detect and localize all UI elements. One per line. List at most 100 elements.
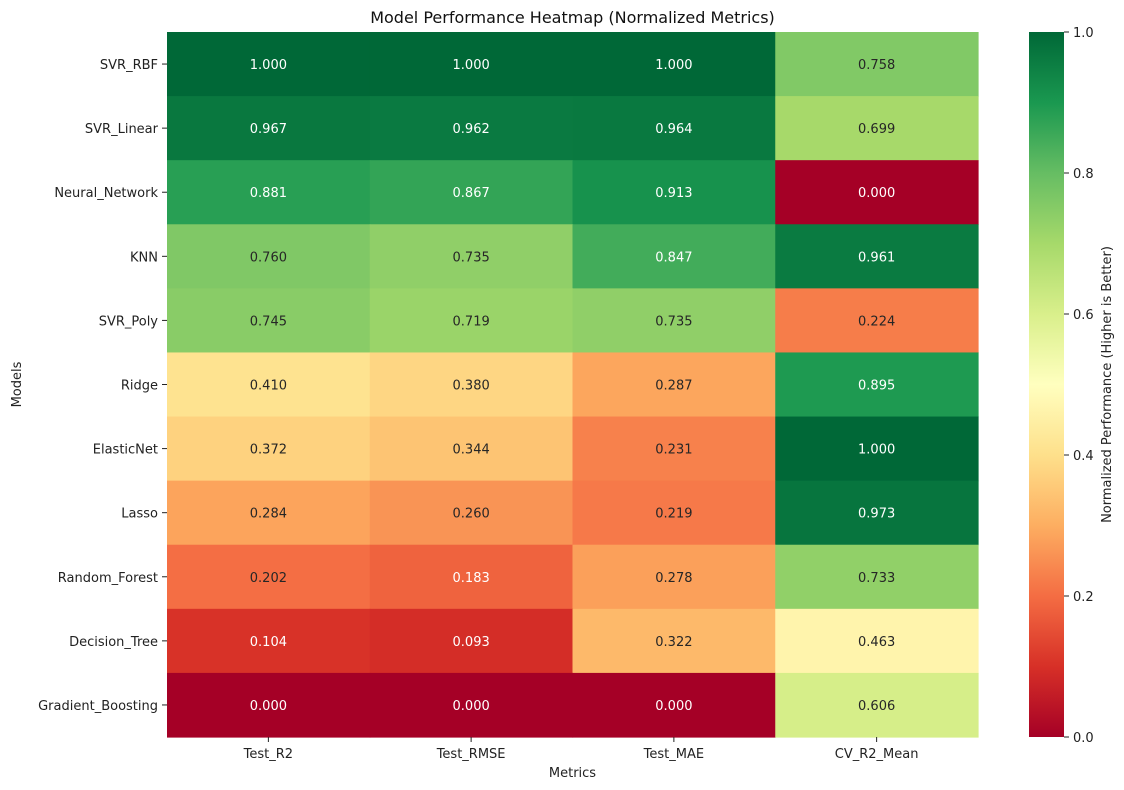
heatmap-cell <box>167 480 371 546</box>
cell-value-label: 0.000 <box>655 699 692 714</box>
y-tick-label: Ridge <box>121 379 158 394</box>
heatmap-cell <box>775 32 979 97</box>
cell-value-label: 0.104 <box>250 635 287 650</box>
cell-value-label: 0.287 <box>655 379 692 394</box>
cell-value-label: 1.000 <box>250 58 287 73</box>
heatmap-cell <box>572 160 776 225</box>
heatmap-cell <box>775 160 979 225</box>
y-tick-label: SVR_Linear <box>85 122 159 137</box>
heatmap-cell <box>369 352 574 418</box>
colorbar-label: Normalized Performance (Higher is Better… <box>1100 246 1115 523</box>
cell-value-label: 0.735 <box>655 314 692 329</box>
y-tick-label: Random_Forest <box>58 571 158 586</box>
heatmap-cell <box>572 32 776 97</box>
cell-value-label: 0.231 <box>655 443 692 458</box>
x-tick-label: CV_R2_Mean <box>835 747 919 762</box>
heatmap-cell-labels: 1.000 1.000 1.000 0.758 0.967 0.962 0.964 0.699… <box>250 58 895 714</box>
cell-value-label: 0.000 <box>453 699 490 714</box>
cell-value-label: 1.000 <box>655 58 692 73</box>
heatmap-cell <box>167 544 371 610</box>
heatmap-cell <box>572 672 776 738</box>
heatmap-cell <box>167 288 371 354</box>
y-axis-ticks: SVR_RBF SVR_Linear Neural_Network KNN SVR_Po… <box>38 58 167 714</box>
cell-value-label: 0.719 <box>453 314 490 329</box>
heatmap-cell <box>167 416 371 482</box>
heatmap-cell <box>369 32 574 97</box>
heatmap-cell <box>369 672 574 738</box>
y-tick-label: Lasso <box>121 507 158 522</box>
colorbar-tick-label: 0.2 <box>1073 590 1094 605</box>
x-tick-label: Test_RMSE <box>436 747 506 762</box>
heatmap-cell <box>167 32 371 97</box>
heatmap-cell <box>167 96 371 161</box>
colorbar-tick-label: 0.8 <box>1073 167 1094 182</box>
heatmap-cell <box>775 224 979 289</box>
colorbar-tick-label: 0.6 <box>1073 308 1094 323</box>
heatmap-cell <box>369 224 574 289</box>
cell-value-label: 0.000 <box>250 699 287 714</box>
x-tick-label: Test_MAE <box>643 747 704 762</box>
cell-value-label: 0.344 <box>453 443 490 458</box>
colorbar-tick-label: 0.4 <box>1073 449 1094 464</box>
colorbar-tick-label: 1.0 <box>1073 26 1094 41</box>
heatmap-cell <box>369 544 574 610</box>
cell-value-label: 0.093 <box>453 635 490 650</box>
y-tick-label: ElasticNet <box>93 443 158 458</box>
heatmap-cell <box>572 480 776 546</box>
colorbar-ticks: 0.0 0.2 0.4 0.6 0.8 1.0 <box>1064 26 1094 746</box>
x-axis-title: Metrics <box>549 766 596 781</box>
y-tick-label: Decision_Tree <box>69 635 158 650</box>
cell-value-label: 0.881 <box>250 186 287 201</box>
heatmap-cell <box>775 480 979 546</box>
heatmap-cell <box>369 160 574 225</box>
cell-value-label: 0.895 <box>858 379 895 394</box>
cell-value-label: 0.867 <box>453 186 490 201</box>
heatmap-cell <box>369 480 574 546</box>
cell-value-label: 0.410 <box>250 379 287 394</box>
cell-value-label: 0.284 <box>250 507 287 522</box>
cell-value-label: 0.322 <box>655 635 692 650</box>
y-tick-label: Neural_Network <box>54 186 158 201</box>
cell-value-label: 0.735 <box>453 250 490 265</box>
heatmap-cell <box>572 96 776 161</box>
heatmap-cell <box>775 608 979 674</box>
cell-value-label: 1.000 <box>453 58 490 73</box>
cell-value-label: 0.962 <box>453 122 490 137</box>
y-tick-label: Gradient_Boosting <box>38 699 158 714</box>
cell-value-label: 0.733 <box>858 571 895 586</box>
y-tick-label: KNN <box>130 250 158 265</box>
heatmap-cell <box>167 672 371 738</box>
cell-value-label: 0.760 <box>250 250 287 265</box>
heatmap-cell <box>167 160 371 225</box>
y-tick-label: SVR_Poly <box>99 314 159 329</box>
cell-value-label: 0.745 <box>250 314 287 329</box>
heatmap-cell <box>167 608 371 674</box>
cell-value-label: 0.973 <box>858 507 895 522</box>
cell-value-label: 0.372 <box>250 443 287 458</box>
x-tick-label: Test_R2 <box>243 747 293 762</box>
cell-value-label: 0.699 <box>858 122 895 137</box>
cell-value-label: 0.260 <box>453 507 490 522</box>
cell-value-label: 0.202 <box>250 571 287 586</box>
cell-value-label: 0.278 <box>655 571 692 586</box>
heatmap-cell <box>369 608 574 674</box>
heatmap-cell <box>369 96 574 161</box>
cell-value-label: 0.463 <box>858 635 895 650</box>
cell-value-label: 0.224 <box>858 314 895 329</box>
x-axis-ticks: Test_R2 Test_RMSE Test_MAE CV_R2_Mean <box>243 737 919 762</box>
heatmap-cell <box>369 416 574 482</box>
cell-value-label: 0.913 <box>655 186 692 201</box>
heatmap-cell <box>775 544 979 610</box>
cell-value-label: 0.219 <box>655 507 692 522</box>
y-axis-title: Models <box>10 361 25 407</box>
cell-value-label: 0.380 <box>453 379 490 394</box>
heatmap-cell <box>572 352 776 418</box>
cell-value-label: 0.961 <box>858 250 895 265</box>
cell-value-label: 0.606 <box>858 699 895 714</box>
heatmap-cell <box>167 352 371 418</box>
cell-value-label: 0.964 <box>655 122 692 137</box>
cell-value-label: 0.000 <box>858 186 895 201</box>
heatmap-cell <box>572 288 776 354</box>
heatmap-cell <box>167 224 371 289</box>
